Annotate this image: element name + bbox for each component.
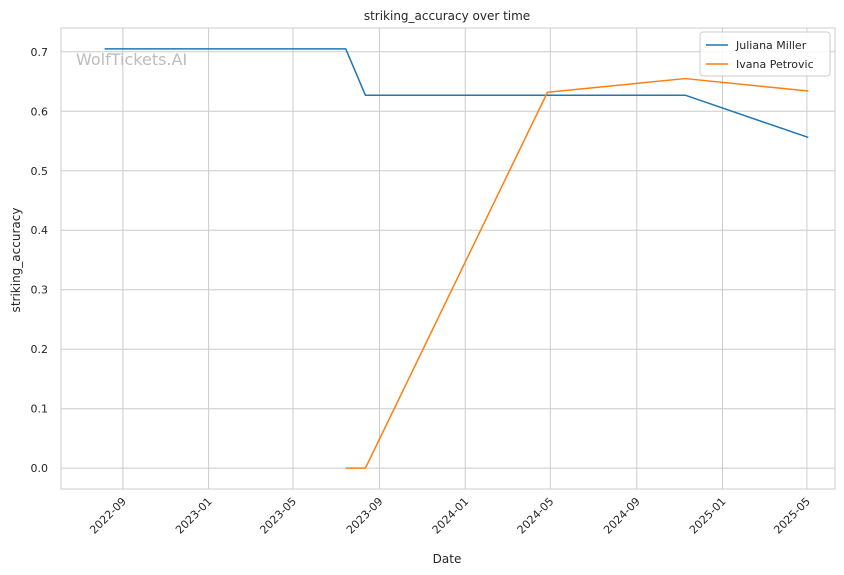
series-line-ivana-petrovic: [345, 77, 809, 469]
x-axis-label: Date: [433, 552, 462, 566]
legend-label-juliana-miller: Juliana Miller: [735, 39, 807, 52]
chart-title: striking_accuracy over time: [364, 9, 530, 23]
y-tick-label: 0.3: [31, 284, 49, 297]
y-tick-label: 0.5: [31, 165, 49, 178]
plot-area-frame: [60, 27, 836, 490]
series-lines: [104, 48, 809, 469]
grid: [61, 28, 835, 489]
y-tick-label: 0.2: [31, 343, 49, 356]
y-tick-label: 0.6: [31, 105, 49, 118]
y-axis-ticks: 0.0 0.1 0.2 0.3 0.4 0.5 0.6 0.7: [31, 46, 49, 475]
watermark: WolfTickets.AI: [76, 50, 187, 69]
y-tick-label: 0.4: [31, 224, 49, 237]
y-axis-label: striking_accuracy: [9, 208, 23, 313]
legend: Juliana Miller Ivana Petrovic: [699, 31, 831, 77]
legend-box: [699, 31, 831, 77]
y-tick-label: 0.7: [31, 46, 49, 59]
series-line-juliana-miller: [104, 48, 809, 139]
legend-label-ivana-petrovic: Ivana Petrovic: [736, 58, 814, 71]
y-tick-label: 0.1: [31, 403, 49, 416]
y-tick-label: 0.0: [31, 462, 49, 475]
